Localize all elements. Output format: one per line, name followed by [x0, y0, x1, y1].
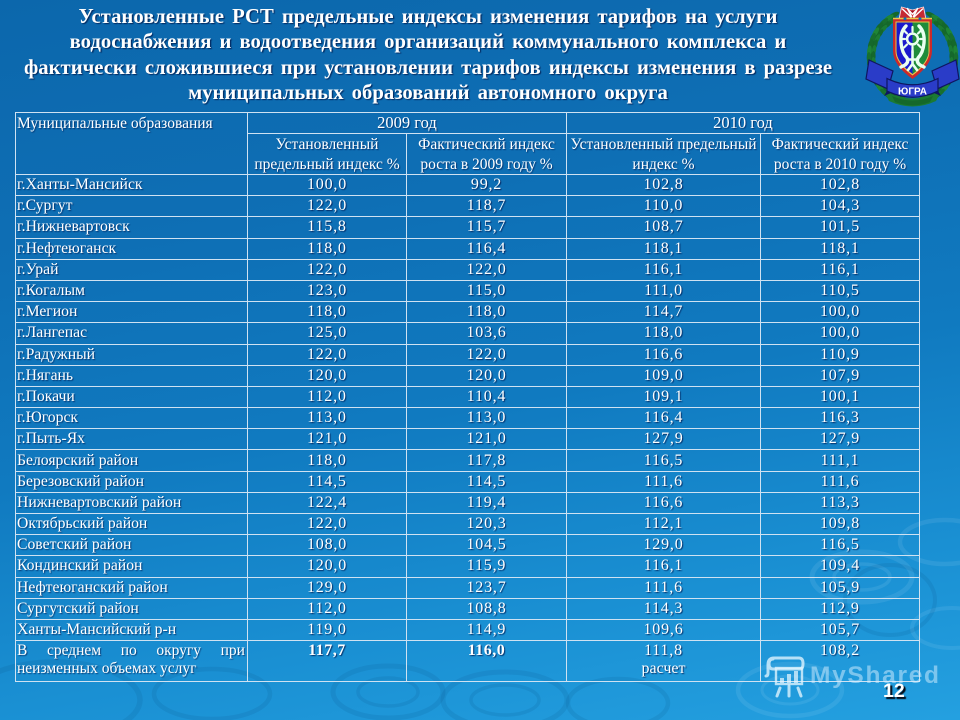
svg-text:ЮГРА: ЮГРА	[898, 87, 927, 98]
